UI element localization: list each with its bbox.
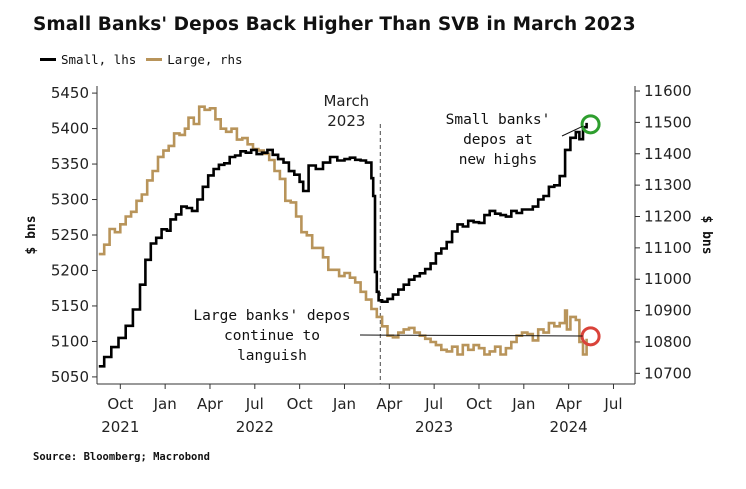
right-tick-label: 11200 xyxy=(644,207,692,225)
y-axis-label-left: $ bns xyxy=(24,215,39,254)
x-tick-label: Jan xyxy=(153,395,177,413)
legend: Small, lhs Large, rhs xyxy=(40,52,253,67)
legend-swatch-small xyxy=(40,58,56,61)
right-tick-label: 11300 xyxy=(644,176,692,194)
chart-title: Small Banks' Depos Back Higher Than SVB … xyxy=(33,14,636,35)
left-tick-label: 5350 xyxy=(51,155,89,173)
x-tick-label: Oct xyxy=(287,395,313,413)
x-tick-label: Apr xyxy=(376,395,403,413)
legend-swatch-large xyxy=(146,58,163,61)
event-label: March xyxy=(323,92,369,110)
x-tick-label: Oct xyxy=(466,395,492,413)
annotation-small-banks: depos at xyxy=(463,132,533,148)
left-tick-label: 5400 xyxy=(51,120,89,138)
right-tick-label: 11400 xyxy=(644,145,692,163)
left-tick-label: 5300 xyxy=(51,191,89,209)
annotation-small-banks: new highs xyxy=(459,152,538,168)
x-tick-label: Jul xyxy=(603,395,622,413)
x-tick-label: Jan xyxy=(511,395,535,413)
legend-item-large: Large, rhs xyxy=(146,52,243,67)
annotation-large-banks: languish xyxy=(237,348,307,364)
annotation-small-banks: Small banks' xyxy=(446,112,551,128)
event-label: 2023 xyxy=(327,112,365,130)
x-tick-label: Jan xyxy=(332,395,356,413)
x-tick-label: Jul xyxy=(245,395,264,413)
right-tick-label: 11500 xyxy=(644,113,692,131)
x-year-label: 2024 xyxy=(550,418,588,436)
left-tick-label: 5200 xyxy=(51,261,89,279)
annotation-pointer-small xyxy=(561,125,583,137)
legend-label-large: Large, rhs xyxy=(167,52,243,67)
left-tick-label: 5050 xyxy=(51,368,89,386)
series-line-large xyxy=(98,105,588,356)
annotation-large-banks: Large banks' depos xyxy=(193,308,350,324)
y-axis-label-right: $ bns xyxy=(699,215,714,254)
left-tick-label: 5450 xyxy=(51,84,89,102)
legend-item-small: Small, lhs xyxy=(40,52,136,67)
right-tick-label: 11100 xyxy=(644,239,692,257)
annotation-pointer-large xyxy=(359,334,583,337)
highlight-marker-small xyxy=(580,114,601,135)
right-tick-label: 10700 xyxy=(644,364,692,382)
x-tick-label: Oct xyxy=(107,395,133,413)
right-tick-label: 11600 xyxy=(644,82,692,100)
right-tick-label: 11000 xyxy=(644,270,692,288)
left-tick-label: 5250 xyxy=(51,226,89,244)
x-tick-label: Jul xyxy=(424,395,443,413)
left-tick-label: 5100 xyxy=(51,332,89,350)
highlight-marker-large xyxy=(580,326,601,347)
x-tick-label: Apr xyxy=(197,395,224,413)
right-tick-label: 10900 xyxy=(644,302,692,320)
x-year-label: 2023 xyxy=(415,418,453,436)
right-tick-label: 10800 xyxy=(644,333,692,351)
series-line-small xyxy=(98,122,588,368)
left-tick-label: 5150 xyxy=(51,297,89,315)
legend-label-small: Small, lhs xyxy=(61,52,137,67)
x-tick-label: Apr xyxy=(556,395,583,413)
annotation-large-banks: continue to xyxy=(224,328,320,344)
x-year-label: 2021 xyxy=(101,418,139,436)
source-note: Source: Bloomberg; Macrobond xyxy=(33,451,211,463)
x-year-label: 2022 xyxy=(236,418,274,436)
